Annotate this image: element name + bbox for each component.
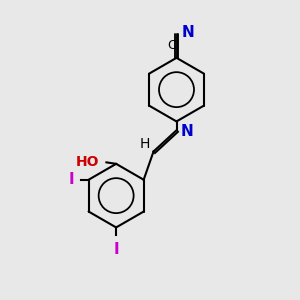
Text: C: C <box>167 39 176 52</box>
Text: N: N <box>182 25 195 40</box>
Text: H: H <box>140 137 151 151</box>
Text: HO: HO <box>75 155 99 169</box>
Text: I: I <box>113 242 119 257</box>
Text: N: N <box>181 124 194 139</box>
Text: I: I <box>68 172 74 187</box>
